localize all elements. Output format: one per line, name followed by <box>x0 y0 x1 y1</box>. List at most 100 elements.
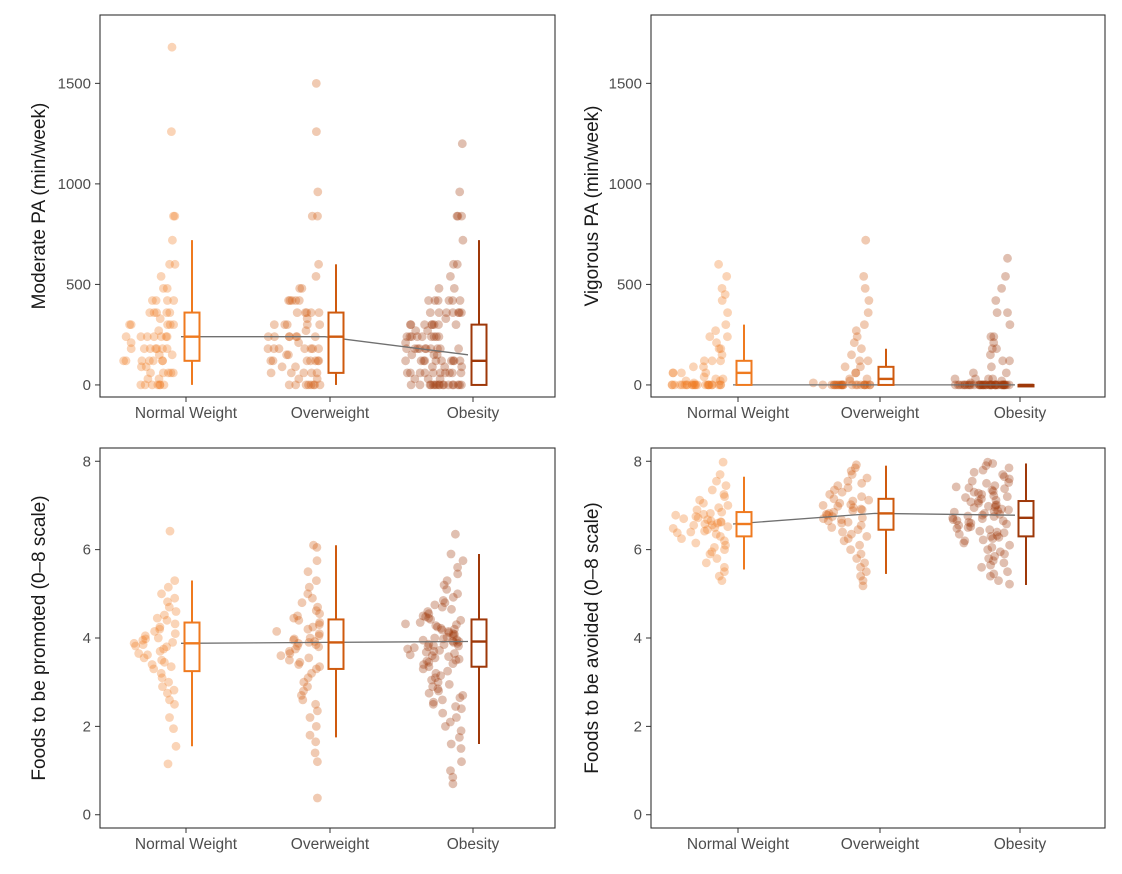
data-point <box>311 272 321 281</box>
data-point <box>449 259 458 269</box>
x-category-label: Normal Weight <box>135 836 238 853</box>
data-point <box>446 549 456 559</box>
data-point <box>712 338 721 348</box>
data-point <box>277 362 287 372</box>
data-point <box>170 211 180 221</box>
data-point <box>294 615 304 625</box>
data-point <box>303 589 313 599</box>
data-point <box>723 308 732 317</box>
data-point <box>969 503 979 513</box>
boxplot <box>1017 463 1035 585</box>
data-point <box>452 259 462 269</box>
data-point <box>426 380 436 390</box>
data-point <box>974 498 983 508</box>
data-point <box>452 713 461 722</box>
data-point <box>403 644 413 654</box>
data-point <box>699 372 709 382</box>
data-point <box>700 526 709 536</box>
data-point <box>284 296 293 305</box>
data-point <box>402 368 412 378</box>
data-point <box>435 374 445 384</box>
data-point <box>285 646 294 656</box>
boxplot <box>1017 383 1035 388</box>
data-point <box>681 376 691 386</box>
data-point <box>954 520 964 530</box>
x-category-label: Normal Weight <box>687 836 790 853</box>
data-point <box>686 527 696 537</box>
data-point <box>292 308 302 317</box>
data-point <box>163 688 172 698</box>
data-point <box>977 514 987 524</box>
data-point <box>428 699 438 709</box>
data-point <box>153 380 163 390</box>
data-point <box>436 368 445 378</box>
data-point <box>293 611 302 621</box>
data-point <box>860 320 869 329</box>
data-point <box>701 368 711 378</box>
data-point <box>963 511 973 521</box>
data-point <box>858 581 868 591</box>
data-point <box>441 722 450 731</box>
data-point <box>310 637 319 646</box>
data-point <box>852 332 862 342</box>
data-point <box>672 528 682 538</box>
boxplot <box>735 324 753 386</box>
data-point <box>849 338 859 348</box>
data-point <box>457 211 466 221</box>
data-point <box>458 691 468 700</box>
data-point <box>861 567 871 577</box>
median-trend-line <box>732 512 1016 525</box>
data-point <box>300 344 310 354</box>
y-axis-title: Moderate PA (min/week) <box>29 103 50 310</box>
data-point <box>706 509 715 518</box>
y-tick-label: 500 <box>617 276 642 293</box>
data-point <box>859 272 869 281</box>
data-point <box>311 699 320 709</box>
data-point <box>436 671 445 680</box>
data-point <box>266 356 276 366</box>
data-point <box>427 651 437 661</box>
data-point <box>126 320 136 329</box>
data-point <box>170 699 179 709</box>
data-point <box>449 380 458 390</box>
y-tick-label: 1500 <box>58 75 91 92</box>
data-point <box>145 308 155 317</box>
data-point <box>980 509 989 518</box>
data-point <box>457 139 467 149</box>
data-point <box>948 515 958 524</box>
data-point <box>437 602 447 612</box>
data-point <box>717 296 727 305</box>
data-point <box>423 374 433 384</box>
data-point <box>702 525 712 535</box>
data-point <box>165 713 174 722</box>
data-point <box>438 380 448 390</box>
data-point <box>424 662 434 672</box>
data-point <box>140 631 150 641</box>
data-point <box>418 664 428 674</box>
data-point <box>407 350 417 360</box>
data-point <box>988 374 998 384</box>
data-point <box>718 457 728 467</box>
data-point <box>419 356 429 366</box>
data-point <box>454 308 464 317</box>
data-point <box>453 562 462 572</box>
data-point <box>166 662 176 672</box>
data-point <box>837 487 847 497</box>
data-point <box>136 380 146 390</box>
data-point <box>825 490 835 499</box>
data-point <box>269 344 279 354</box>
data-point <box>699 498 708 508</box>
data-point <box>143 374 153 384</box>
y-tick-label: 4 <box>634 630 642 647</box>
data-point <box>424 657 434 667</box>
data-point <box>448 308 458 317</box>
data-point <box>401 338 410 348</box>
data-point <box>434 308 444 317</box>
data-point <box>440 362 450 372</box>
data-point <box>960 536 970 546</box>
boxplot <box>327 545 345 738</box>
data-point <box>139 344 149 354</box>
data-point <box>432 332 441 342</box>
data-point <box>995 547 1005 557</box>
data-point <box>446 272 455 281</box>
